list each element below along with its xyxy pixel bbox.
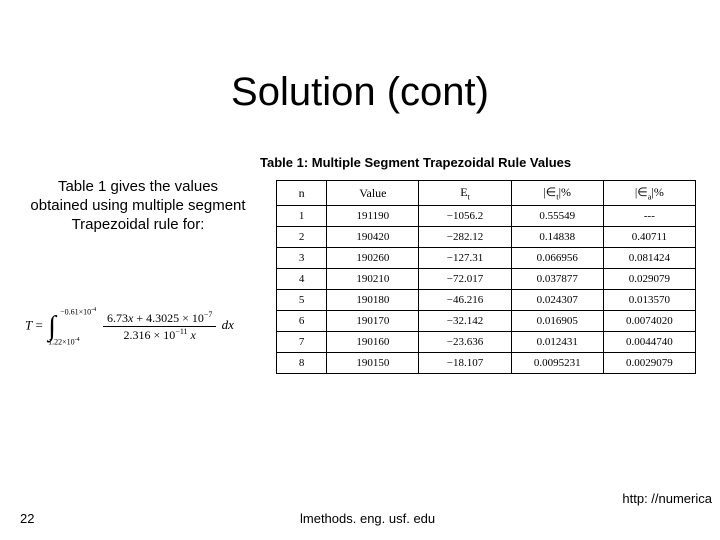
table-cell: 0.024307: [511, 290, 603, 311]
table-cell: −282.12: [419, 227, 511, 248]
table-cell: −18.107: [419, 353, 511, 374]
table-cell: 0.55549: [511, 206, 603, 227]
table-cell: 190210: [327, 269, 419, 290]
table-cell: 0.012431: [511, 332, 603, 353]
slide: Solution (cont) Table 1: Multiple Segmen…: [0, 0, 720, 540]
table-caption: Table 1: Multiple Segment Trapezoidal Ru…: [260, 155, 700, 170]
table-cell: 0.0029079: [603, 353, 695, 374]
table-row: 3190260−127.310.0669560.081424: [277, 248, 696, 269]
table-cell: 0.066956: [511, 248, 603, 269]
table-cell: 0.40711: [603, 227, 695, 248]
table-cell: 7: [277, 332, 327, 353]
table-cell: 0.016905: [511, 311, 603, 332]
table-row: 6190170−32.1420.0169050.0074020: [277, 311, 696, 332]
left-description: Table 1 gives the values obtained using …: [28, 178, 248, 234]
table-body: 1191190−1056.20.55549---2190420−282.120.…: [277, 206, 696, 374]
table-cell: 8: [277, 353, 327, 374]
table-cell: 3: [277, 248, 327, 269]
table-cell: −1056.2: [419, 206, 511, 227]
table-cell: −72.017: [419, 269, 511, 290]
table-cell: −127.31: [419, 248, 511, 269]
equation-block: T = ∫ −0.61×10-4 1.22×10-4 6.73x + 4.302…: [25, 310, 234, 343]
table-row: 4190210−72.0170.0378770.029079: [277, 269, 696, 290]
table-cell: 0.0074020: [603, 311, 695, 332]
table-cell: ---: [603, 206, 695, 227]
table-cell: 6: [277, 311, 327, 332]
equation-text: T = ∫ −0.61×10-4 1.22×10-4 6.73x + 4.302…: [25, 310, 234, 343]
table-row: 1191190−1056.20.55549---: [277, 206, 696, 227]
table-cell: 190260: [327, 248, 419, 269]
col-eps-t: |∈t|%: [511, 181, 603, 206]
slide-number: 22: [20, 511, 34, 526]
table-header: n Value Et |∈t|% |∈a|%: [277, 181, 696, 206]
col-et: Et: [419, 181, 511, 206]
table-row: 2190420−282.120.148380.40711: [277, 227, 696, 248]
table-cell: 0.0095231: [511, 353, 603, 374]
table-cell: 1: [277, 206, 327, 227]
table-row: 7190160−23.6360.0124310.0044740: [277, 332, 696, 353]
table-cell: −46.216: [419, 290, 511, 311]
table-cell: 0.029079: [603, 269, 695, 290]
table-cell: 4: [277, 269, 327, 290]
col-value: Value: [327, 181, 419, 206]
table-row: 8190150−18.1070.00952310.0029079: [277, 353, 696, 374]
footer-center: lmethods. eng. usf. edu: [300, 511, 435, 526]
table-header-row: n Value Et |∈t|% |∈a|%: [277, 181, 696, 206]
col-n: n: [277, 181, 327, 206]
table-cell: 0.0044740: [603, 332, 695, 353]
table-cell: 0.013570: [603, 290, 695, 311]
table-row: 5190180−46.2160.0243070.013570: [277, 290, 696, 311]
table-cell: 190150: [327, 353, 419, 374]
table-cell: −32.142: [419, 311, 511, 332]
table-wrapper: n Value Et |∈t|% |∈a|% 1191190−1056.20.5…: [276, 180, 696, 374]
footer-right: http: //numerica: [622, 491, 712, 506]
table-cell: 190170: [327, 311, 419, 332]
data-table: n Value Et |∈t|% |∈a|% 1191190−1056.20.5…: [276, 180, 696, 374]
table-cell: 0.037877: [511, 269, 603, 290]
table-cell: 190420: [327, 227, 419, 248]
col-eps-a: |∈a|%: [603, 181, 695, 206]
page-title: Solution (cont): [0, 70, 720, 115]
table-cell: 0.14838: [511, 227, 603, 248]
table-cell: 191190: [327, 206, 419, 227]
table-cell: 5: [277, 290, 327, 311]
table-cell: 2: [277, 227, 327, 248]
table-cell: 0.081424: [603, 248, 695, 269]
table-cell: 190180: [327, 290, 419, 311]
table-cell: −23.636: [419, 332, 511, 353]
table-cell: 190160: [327, 332, 419, 353]
